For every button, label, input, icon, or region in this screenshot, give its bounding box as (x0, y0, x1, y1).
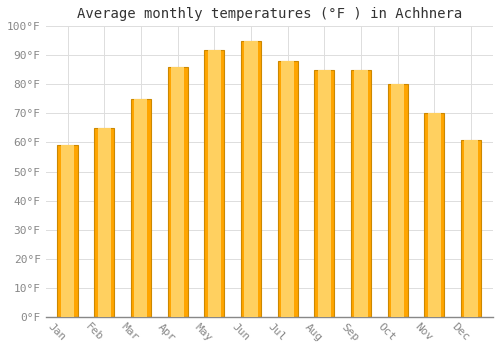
Bar (388, 84, 408, 317)
Title: Average monthly temperatures (°F ) in Achhnera: Average monthly temperatures (°F ) in Ac… (76, 7, 462, 21)
Bar (94, 128, 114, 317)
Bar (241, 41, 261, 317)
Bar (168, 67, 188, 317)
Bar (204, 49, 225, 317)
Bar (318, 70, 331, 317)
Bar (461, 140, 481, 317)
Bar (208, 49, 221, 317)
Bar (171, 67, 184, 317)
Bar (244, 41, 258, 317)
Bar (354, 70, 368, 317)
Bar (134, 99, 147, 317)
Bar (278, 61, 297, 317)
Bar (314, 70, 334, 317)
Bar (464, 140, 477, 317)
Bar (131, 99, 151, 317)
Bar (281, 61, 294, 317)
Bar (351, 70, 371, 317)
Bar (61, 145, 74, 317)
Bar (391, 84, 404, 317)
Bar (58, 145, 78, 317)
Bar (98, 128, 111, 317)
Bar (428, 113, 441, 317)
Bar (424, 113, 444, 317)
